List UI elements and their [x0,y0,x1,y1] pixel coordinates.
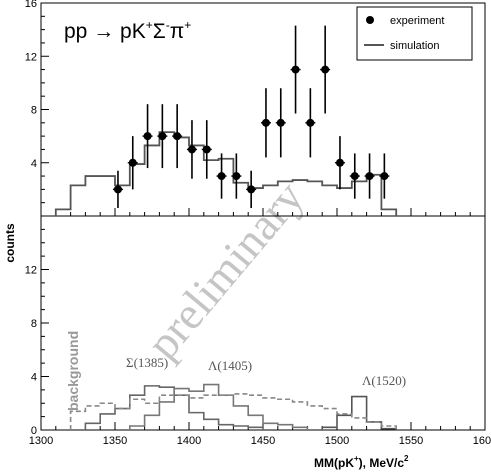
x-tick-label: 1300 [29,435,53,447]
x-axis: 1300 1350 1400 1450 1500 1550 1600 [29,208,491,447]
bottom-y-tick-label: 4 [31,372,37,384]
x-tick-label: 1450 [251,435,275,447]
experiment-point [291,65,300,74]
x-axis-label: MM(pK+), MeV/c2 [314,454,409,470]
top-y-tick-label: 8 [31,105,37,117]
experiment-point [365,172,374,181]
watermark-text: preliminary [137,171,314,368]
bottom-y-tick-label: 12 [25,265,37,277]
experiment-point [202,145,211,154]
experiment-point [187,145,196,154]
legend-experiment-marker [366,16,374,24]
chart-title: pp → pK+Σ-π+ [64,18,191,43]
x-tick-label: 1600 [473,435,491,447]
x-tick-label: 1400 [177,435,201,447]
top-y-tick-label: 12 [25,51,37,63]
lambda1520-histogram [321,395,397,430]
legend-experiment-label: experiment [390,15,444,27]
top-y-tick-label: 4 [31,158,37,170]
simulation-histogram [54,131,398,216]
background-label: background [65,331,81,411]
bottom-y-tick-label: 8 [31,318,37,330]
experiment-point [128,158,137,167]
legend-simulation-label: simulation [390,40,440,52]
bottom-histograms-layer [69,383,397,430]
experiment-point [113,185,122,194]
experiment-point [335,158,344,167]
experiment-point [321,65,330,74]
top-experiment-layer [112,25,390,209]
y-axis-label: counts [3,223,17,263]
experiment-point [380,172,389,181]
top-y-tick-label: 16 [25,0,37,10]
experiment-point [143,132,152,141]
experiment-point [232,172,241,181]
x-tick-label: 1550 [399,435,423,447]
sigma1385-label: Σ(1385) [126,355,168,370]
experiment-point [173,132,182,141]
lambda1405-histogram [129,383,309,430]
experiment-point [158,132,167,141]
x-tick-label: 1500 [325,435,349,447]
experiment-point [306,118,315,127]
bottom-y-tick-label: 0 [31,425,37,437]
legend: experiment simulation [356,6,473,61]
experiment-point [276,118,285,127]
lambda1520-label: Λ(1520) [362,373,406,388]
experiment-point [217,172,226,181]
top-simulation-layer [54,131,398,216]
lambda1405-label: Λ(1405) [208,358,252,373]
experiment-point [350,172,359,181]
experiment-point [247,185,256,194]
top-y-axis: 4 8 12 16 [25,0,49,204]
legend-box [356,6,473,61]
bottom-y-axis: 0 4 8 12 [25,228,49,437]
experiment-point [261,118,270,127]
x-tick-label: 1350 [103,435,127,447]
